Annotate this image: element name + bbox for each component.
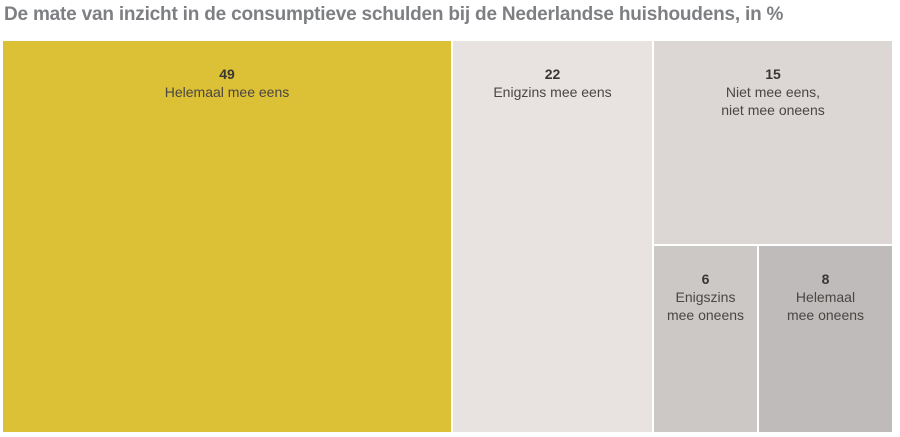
tile-label: Enigszins mee oneens [666,289,745,323]
tile-value: 49 [219,66,235,82]
tile-enigzins-mee-eens: 22 Enigzins mee eens [453,41,652,432]
tile-value: 6 [701,271,710,287]
tile-label: Enigzins mee eens [493,84,612,100]
chart-title: De mate van inzicht in de consumptieve s… [4,4,784,25]
tile-label: Niet mee eens, niet mee oneens [721,84,825,118]
tile-value: 15 [765,66,781,82]
tile-helemaal-mee-oneens: 8 Helemaal mee oneens [759,246,892,432]
tile-enigszins-mee-oneens: 6 Enigszins mee oneens [654,246,757,432]
tile-label: Helemaal mee oneens [786,289,865,323]
tile-niet-mee-eens-niet-mee-oneens: 15 Niet mee eens, niet mee oneens [654,41,892,244]
tile-value: 22 [544,66,561,82]
tile-value: 8 [821,271,830,287]
tile-helemaal-mee-eens: 49 Helemaal mee eens [3,41,451,432]
tile-label: Helemaal mee eens [164,84,290,100]
